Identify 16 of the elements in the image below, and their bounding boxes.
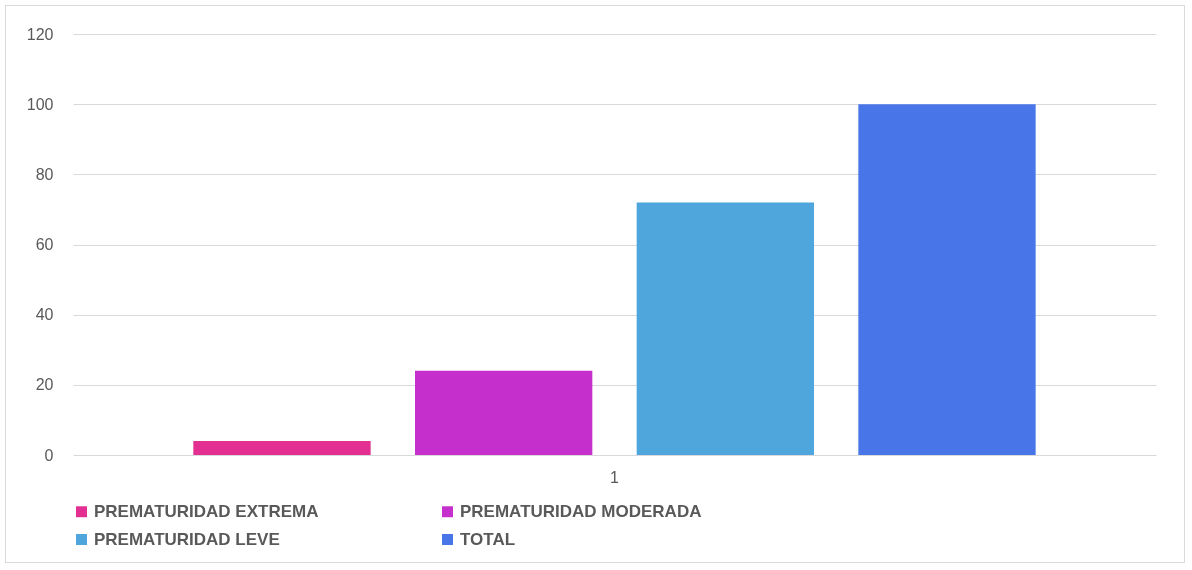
legend-label: PREMATURIDAD MODERADA	[460, 501, 702, 521]
x-tick-label: 1	[610, 468, 620, 486]
bar	[193, 440, 371, 455]
bar	[858, 104, 1036, 455]
legend-label: PREMATURIDAD LEVE	[94, 529, 280, 549]
y-tick-label: 80	[35, 165, 54, 183]
y-tick-label: 100	[26, 95, 54, 113]
bar	[636, 202, 814, 455]
y-tick-label: 60	[35, 236, 54, 253]
legend-label: PREMATURIDAD EXTREMA	[94, 501, 319, 521]
legend-label: TOTAL	[460, 529, 516, 549]
bar	[415, 370, 593, 455]
y-tick-label: 40	[35, 306, 54, 324]
y-tick-label: 0	[44, 446, 54, 464]
y-tick-label: 20	[35, 376, 54, 394]
y-tick-label: 120	[26, 25, 54, 43]
